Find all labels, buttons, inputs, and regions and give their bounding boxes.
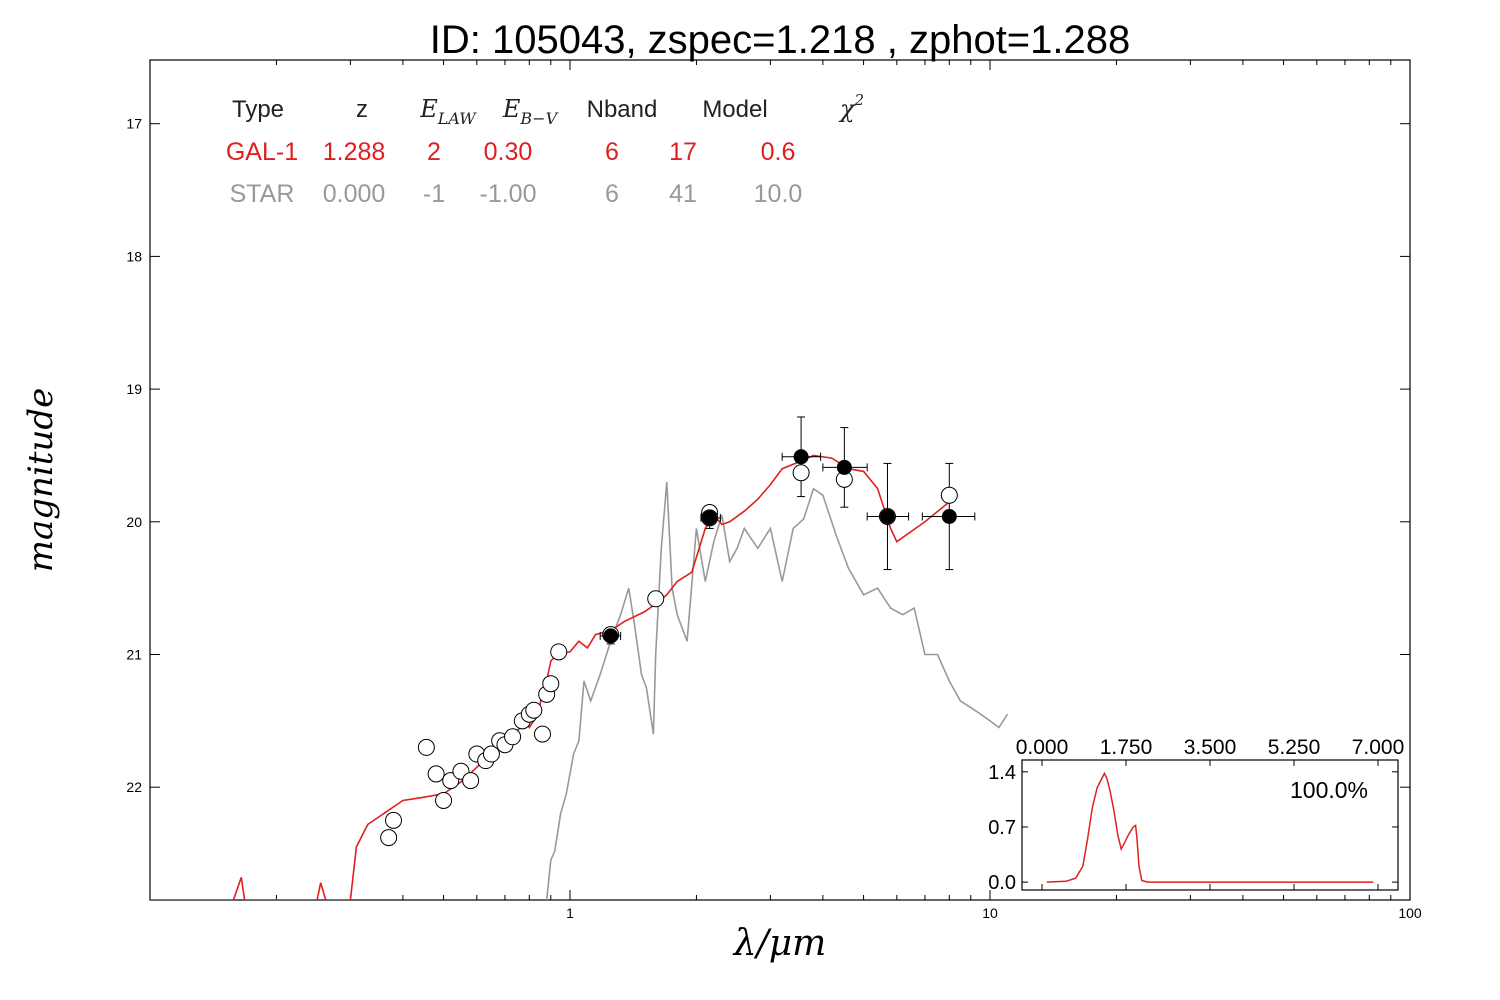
table-header-z: z	[356, 96, 368, 123]
observed-magnitude-point	[793, 449, 809, 465]
inset-x-tick-label: 3.500	[1184, 736, 1237, 759]
x-axis-label: λ/μm	[732, 923, 826, 964]
inset-percent-label: 100.0%	[1290, 777, 1368, 803]
x-tick-label: 10	[982, 905, 998, 921]
table-header-model: Model	[702, 96, 767, 123]
model-magnitude-point	[504, 728, 522, 746]
x-tick-label: 1	[566, 905, 574, 921]
fit-summary-table: Type z Nband Model ELAW EB−V χ2 GAL-1 1.288 2 0.30…	[226, 91, 864, 208]
model-magnitude-point	[940, 486, 958, 504]
inset-pdf-line	[1046, 771, 1374, 883]
y-tick-label: 17	[126, 116, 142, 132]
table-cell-gal-1: 0.6	[761, 138, 796, 166]
table-header-elaw: ELAW	[419, 95, 477, 128]
y-tick-label: 18	[126, 248, 142, 264]
table-cell-star: 41	[669, 180, 697, 208]
observed-magnitude-point	[879, 508, 895, 524]
model-magnitude-point	[533, 725, 551, 743]
observed-magnitude-point	[603, 628, 619, 644]
model-magnitude-point	[482, 745, 500, 763]
table-cell-star: -1.00	[480, 180, 537, 208]
star-model-line	[545, 481, 1009, 900]
model-magnitude-point	[550, 643, 568, 661]
model-magnitude-point	[380, 829, 398, 847]
model-magnitude-point	[542, 675, 560, 693]
plot-frame	[149, 59, 1411, 901]
table-cell-gal-1: 2	[427, 138, 441, 166]
y-tick-label: 22	[126, 779, 142, 795]
model-magnitude-point	[525, 701, 543, 719]
table-cell-gal-1: GAL-1	[226, 138, 298, 166]
table-cell-star: 6	[605, 180, 619, 208]
table-header-ebv: EB−V	[502, 95, 559, 128]
redshift-pdf-inset: 0.000 1.750 3.500 5.250 7.000 0.0 0.7 1.4 100.0%	[988, 736, 1404, 894]
inset-y-tick-label: 0.7	[988, 817, 1016, 839]
table-cell-gal-1: 1.288	[323, 138, 386, 166]
y-tick-label: 19	[126, 381, 142, 397]
y-tick-label: 21	[126, 647, 142, 663]
y-axis-label: magnitude	[21, 388, 61, 573]
table-cell-star: -1	[423, 180, 445, 208]
table-cell-star: 0.000	[323, 180, 386, 208]
inset-y-tick-label: 1.4	[988, 762, 1016, 784]
observed-magnitude-point	[836, 459, 852, 475]
model-magnitude-point	[647, 590, 665, 608]
observed-magnitude-point	[702, 510, 718, 526]
model-magnitude-point	[435, 791, 453, 809]
table-cell-gal-1: 0.30	[484, 138, 533, 166]
model-magnitude-point	[792, 464, 810, 482]
inset-x-tick-label: 5.250	[1268, 736, 1321, 759]
model-magnitude-point	[385, 811, 403, 829]
model-magnitude-point	[417, 738, 435, 756]
table-cell-gal-1: 17	[669, 138, 697, 166]
table-cell-star: 10.0	[754, 180, 803, 208]
y-tick-label: 20	[126, 514, 142, 530]
galaxy-model-line	[150, 454, 950, 900]
inset-y-tick-label: 0.0	[988, 872, 1016, 894]
table-cell-gal-1: 6	[605, 138, 619, 166]
x-tick-label: 100	[1398, 905, 1422, 921]
model-magnitude-point	[462, 772, 480, 790]
plot-area: 1 10 100 17 18 19 20 21 22	[126, 60, 1422, 921]
chart-title: ID: 105043, zspec=1.218 , zphot=1.288	[430, 18, 1131, 62]
table-cell-star: STAR	[230, 180, 295, 208]
inset-x-tick-label: 1.750	[1100, 736, 1153, 759]
inset-x-tick-label: 7.000	[1352, 736, 1405, 759]
table-header-type: Type	[232, 96, 284, 123]
model-magnitude-point	[427, 765, 445, 783]
inset-x-tick-label: 0.000	[1016, 736, 1069, 759]
table-header-chi2: χ2	[838, 91, 864, 123]
table-header-nband: Nband	[587, 96, 658, 123]
observed-magnitude-point	[941, 508, 957, 524]
